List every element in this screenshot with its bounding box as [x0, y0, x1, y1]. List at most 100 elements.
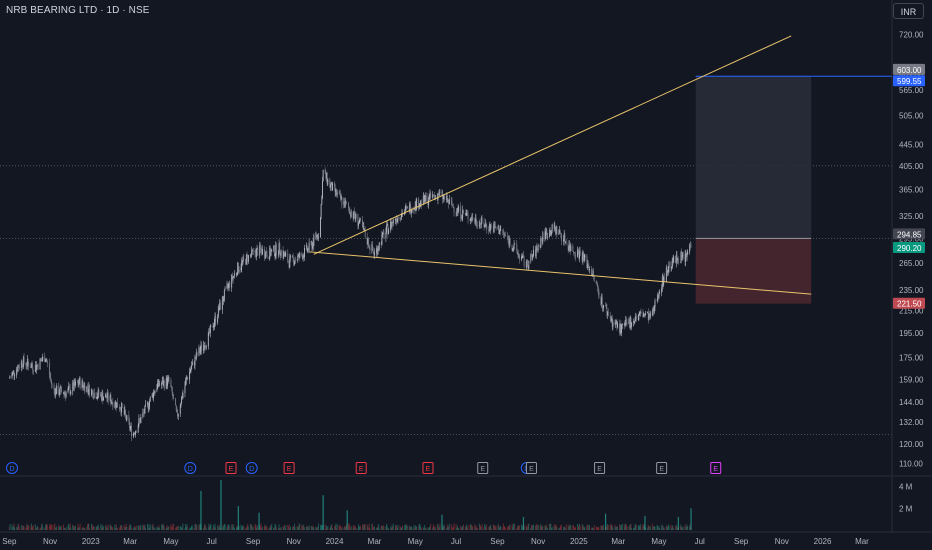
volume-bar [124, 527, 126, 530]
candle-body [235, 273, 237, 274]
volume-bar [50, 524, 52, 530]
candle-body [560, 233, 562, 235]
volume-bar [422, 527, 424, 530]
drawings[interactable] [309, 35, 812, 295]
event-markers[interactable]: DDEDEEEEDEEEE [6, 462, 722, 474]
volume-bar [376, 527, 378, 530]
candle-body [207, 332, 209, 347]
volume-bar [489, 525, 491, 530]
candle-body [514, 243, 516, 245]
volume-bar [525, 524, 527, 530]
volume-bar [629, 524, 631, 530]
candle-body [364, 229, 366, 237]
candle-body [376, 248, 378, 253]
volume-bar [615, 526, 617, 530]
volume-bar [120, 524, 122, 530]
candle-body [32, 366, 34, 371]
volume-bar [302, 525, 303, 530]
volume-bar [152, 523, 154, 530]
volume-bar [92, 526, 94, 530]
candle-body [137, 425, 139, 433]
candle-body [502, 230, 504, 234]
candle-body [358, 223, 359, 226]
candle-body [92, 390, 94, 398]
candle-body [485, 223, 487, 226]
candle-body [135, 430, 137, 433]
volume-bar [86, 526, 88, 530]
volume-bar [610, 523, 612, 530]
candle-body [404, 207, 406, 212]
volume-bar [144, 525, 146, 530]
volume-bar [372, 526, 374, 530]
volume-bar [573, 528, 575, 530]
candle-body [556, 226, 558, 235]
volume-bar [190, 527, 192, 530]
volume-bar [135, 525, 137, 530]
candle-body [455, 212, 457, 214]
candle-body [462, 209, 464, 218]
candle-body [530, 254, 532, 261]
candle-body [91, 389, 92, 396]
price-label-box [893, 242, 925, 254]
volume-bar [219, 526, 221, 530]
volume-bar [357, 528, 359, 530]
candle-body [196, 352, 198, 356]
volume-bar [353, 527, 355, 530]
volume-bar [355, 527, 357, 530]
candle-body [336, 192, 338, 196]
volume-bar [453, 523, 455, 530]
candle-body [619, 323, 621, 333]
volume-bar [317, 527, 319, 530]
volume-bar [345, 526, 347, 530]
volume-bar [531, 524, 532, 530]
candle-body [544, 232, 546, 239]
candle-body [415, 201, 417, 210]
candle-body [447, 199, 449, 203]
volume-bar [199, 524, 201, 530]
volume-bar [227, 524, 229, 530]
volume-bar [67, 525, 69, 530]
volume-bar [391, 525, 393, 530]
candle-body [308, 242, 310, 251]
volume-bar [637, 525, 639, 530]
price-tick-label: 565.00 [899, 86, 924, 95]
volume-bar [65, 527, 67, 530]
volume-bar [451, 527, 453, 530]
volume-bar [11, 524, 13, 530]
candle-body [456, 212, 458, 213]
volume-bar [278, 524, 280, 530]
volume-bar [147, 523, 149, 530]
volume-bar [388, 528, 390, 530]
volume-bar [264, 524, 266, 530]
earnings-event-label: E [480, 466, 485, 473]
volume-bar [175, 528, 177, 530]
volume-bar [102, 528, 104, 530]
candle-body [513, 243, 515, 249]
candle-body [432, 194, 434, 196]
candle-body [50, 379, 52, 384]
candle-body [378, 249, 380, 250]
volume-spike-bar [346, 510, 348, 530]
time-tick-label: Mar [611, 537, 625, 546]
currency-button[interactable]: INR [893, 3, 924, 19]
candle-body [427, 195, 429, 205]
candle-body [390, 221, 392, 230]
volume-bar [649, 526, 651, 530]
candle-body [140, 417, 142, 423]
volume-bar [600, 525, 602, 530]
volume-bar [320, 525, 321, 530]
candle-body [474, 219, 476, 222]
earnings-event-label: E [426, 466, 431, 473]
volume-bar [185, 524, 187, 530]
candle-body [161, 383, 163, 386]
volume-bar [219, 528, 221, 530]
candle-body [589, 269, 590, 271]
candle-body [55, 388, 57, 394]
candle-body [18, 367, 20, 369]
volume-bar [470, 524, 472, 530]
candle-body [125, 410, 126, 416]
candle-body [432, 194, 434, 198]
volume-bar [133, 527, 135, 530]
